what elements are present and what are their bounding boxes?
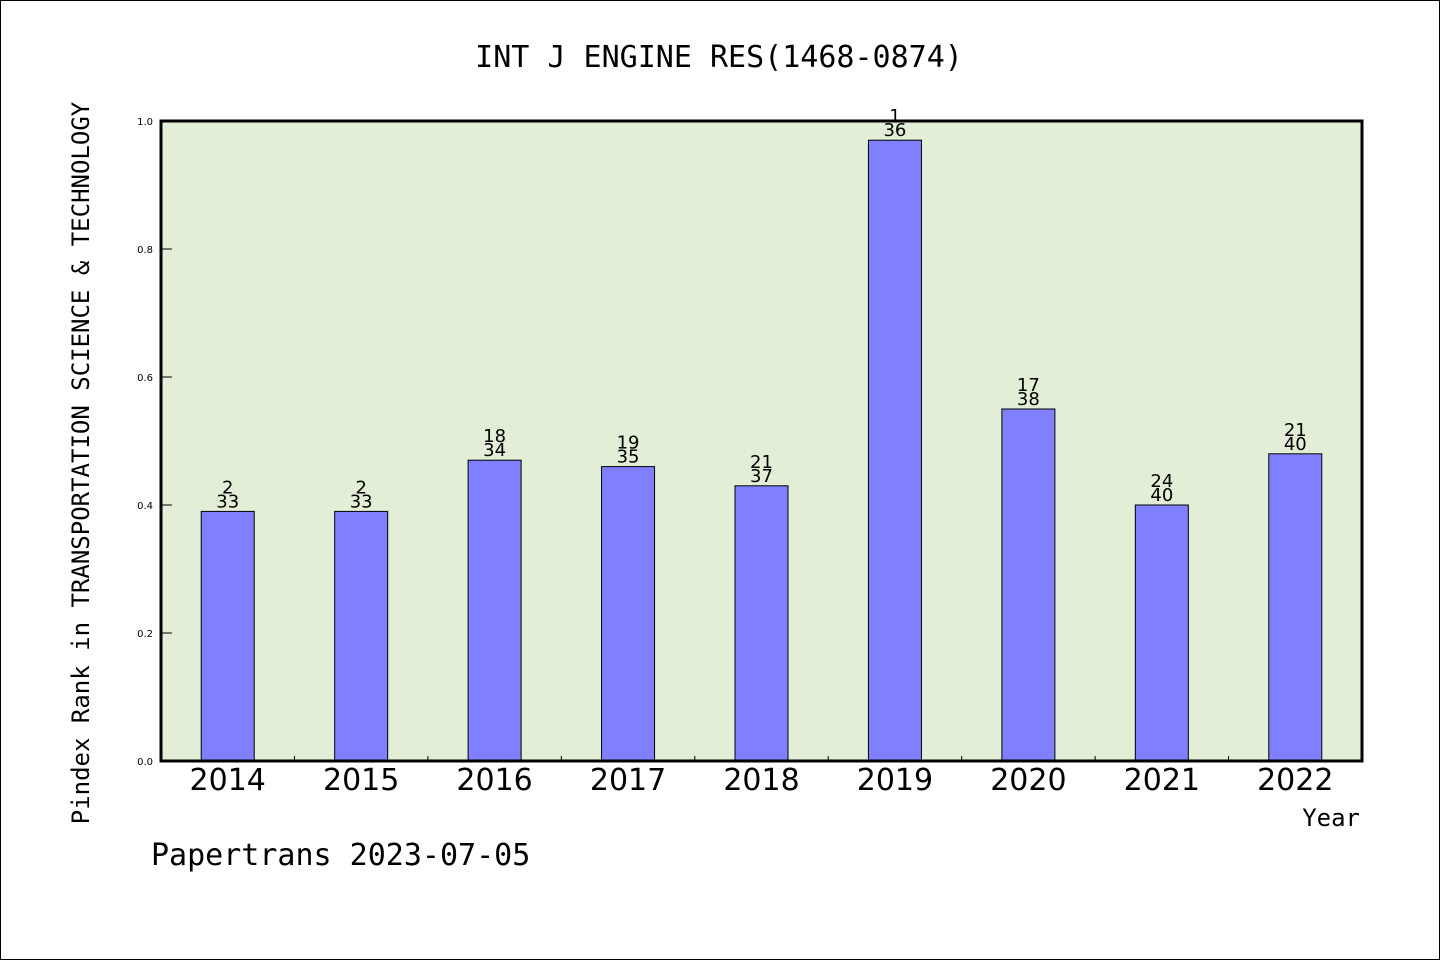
bar: [467, 459, 522, 762]
bar: [334, 510, 389, 762]
x-tick-label: 2018: [723, 763, 799, 798]
bar-rank-label: 2: [355, 477, 366, 498]
x-tick-label: 2019: [857, 763, 933, 798]
bar-rank-label: 21: [1284, 420, 1307, 441]
x-tick-label: 2022: [1257, 763, 1333, 798]
bar-total-label: 37: [750, 466, 773, 487]
x-tick-label: 2017: [590, 763, 666, 798]
bar: [601, 466, 656, 762]
y-tick-label: 0.4: [137, 501, 153, 512]
bar: [1134, 504, 1189, 762]
bar-rank-label: 17: [1017, 375, 1040, 396]
x-axis-label: Year: [1302, 804, 1360, 832]
footer-text: Papertrans 2023-07-05: [151, 838, 530, 873]
y-tick-label: 0.2: [137, 629, 153, 640]
plot-border: [159, 119, 1364, 763]
bar-total-label: 35: [617, 447, 640, 468]
bar-total-label: 36: [883, 120, 906, 141]
bar-total-label: 33: [216, 491, 239, 512]
bar: [1268, 453, 1323, 762]
y-axis-label: Pindex Rank in TRANSPORTATION SCIENCE & …: [67, 101, 95, 824]
y-tick-label: 0.8: [137, 245, 153, 256]
y-tick-label: 1.0: [137, 117, 153, 128]
bar-rank-label: 1: [889, 106, 900, 127]
x-tick-label: 2015: [323, 763, 399, 798]
x-tick-label: 2020: [990, 763, 1066, 798]
bar-rank-label: 24: [1150, 471, 1173, 492]
y-tick-label: 0.0: [137, 757, 153, 768]
bar: [1001, 408, 1056, 762]
bar: [734, 485, 789, 762]
x-tick-label: 2021: [1124, 763, 1200, 798]
x-tick-label: 2016: [456, 763, 532, 798]
chart-title: INT J ENGINE RES(1468-0874): [475, 40, 963, 75]
x-axis-ticks: 2014 2015 2016 2017 2018 2019 2020 2021 2022: [190, 756, 1333, 798]
bar-total-label: 40: [1284, 434, 1307, 455]
bar-rank-label: 18: [483, 426, 506, 447]
bar-total-label: 38: [1017, 389, 1040, 410]
bar-total-label: 40: [1150, 485, 1173, 506]
bar-total-label: 33: [350, 491, 373, 512]
bar: [867, 139, 922, 762]
x-tick-label: 2014: [190, 763, 266, 798]
bar: [200, 510, 255, 762]
bar-rank-label: 19: [617, 433, 640, 454]
bar-rank-label: 2: [222, 477, 233, 498]
bar-series: [200, 139, 1323, 762]
bar-total-label: 34: [483, 440, 506, 461]
y-tick-label: 0.6: [137, 373, 153, 384]
bar-rank-label: 21: [750, 452, 773, 473]
